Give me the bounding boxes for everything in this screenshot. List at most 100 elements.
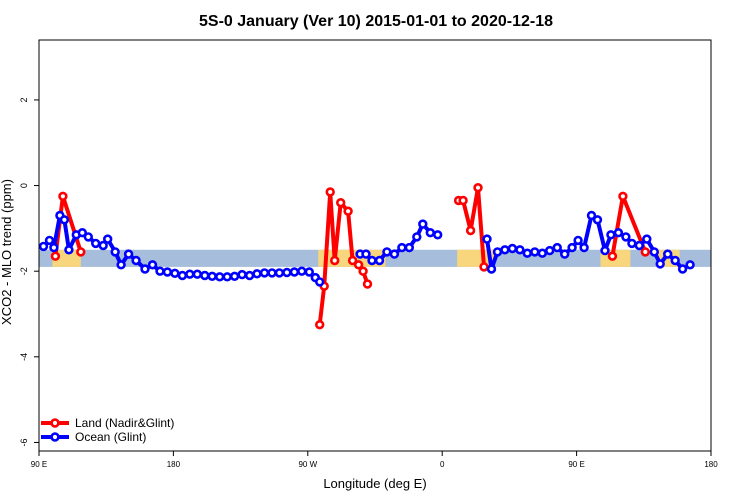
series-0-point-1-9 — [362, 279, 373, 289]
series-1-point-2-19 — [613, 228, 624, 238]
series-1-point-0-1 — [44, 235, 55, 246]
series-1-point-0-14 — [123, 249, 134, 259]
series-1-point-2-25 — [655, 259, 665, 269]
series-1-point-2-21 — [627, 238, 637, 249]
series-1-point-1-1 — [361, 249, 371, 259]
series-1-point-0-13 — [116, 260, 126, 270]
series-1-point-2-11 — [559, 249, 570, 259]
series-1-point-2-9 — [544, 245, 555, 256]
series-1-point-1-3 — [374, 255, 385, 266]
series-1-point-0-28 — [229, 271, 240, 281]
series-1-point-2-29 — [685, 260, 695, 270]
series-1-point-0-21 — [177, 270, 188, 281]
series-0-point-2-3 — [473, 183, 483, 193]
series-1-point-0-37 — [297, 266, 307, 276]
series-1-point-2-28 — [677, 264, 688, 274]
series-1-point-0-10 — [98, 240, 108, 251]
series-0-point-3-0 — [607, 251, 618, 261]
series-1-point-0-17 — [147, 260, 158, 270]
series-0-point-2-4 — [479, 262, 489, 272]
series-1-point-2-4 — [507, 243, 518, 254]
series-1-point-0-12 — [110, 247, 120, 257]
series-1-point-2-22 — [634, 240, 644, 251]
series-0-point-1-3 — [330, 255, 340, 266]
series-1-point-2-2 — [492, 247, 503, 257]
series-1-point-2-24 — [649, 247, 659, 257]
series-1-point-2-8 — [537, 248, 547, 258]
series-0-point-1-4 — [336, 198, 346, 208]
x-tick-label-3: 0 — [440, 460, 445, 469]
series-1-point-2-14 — [579, 242, 589, 253]
series-0-point-2-2 — [465, 225, 476, 236]
series-1-point-0-31 — [252, 269, 262, 279]
series-1-point-0-23 — [192, 269, 203, 279]
y-tick-label-4: -6 — [19, 438, 29, 446]
series-1-point-2-27 — [670, 255, 680, 266]
series-1-point-0-7 — [77, 228, 88, 238]
series-1-point-2-3 — [500, 245, 510, 255]
series-1-point-2-20 — [621, 232, 631, 242]
series-1-point-2-0 — [482, 234, 492, 244]
series-0-point-0-1 — [58, 191, 68, 202]
series-0-point-1-6 — [347, 255, 358, 266]
y-tick-label-2: -2 — [19, 267, 29, 275]
series-1-point-0-18 — [155, 266, 165, 276]
series-0-point-2-1 — [458, 195, 468, 206]
x-tick-label-0: 90 E — [31, 460, 47, 469]
series-1-point-0-0 — [38, 241, 49, 252]
series-1-point-1-5 — [389, 249, 400, 259]
series-0-point-1-7 — [353, 260, 364, 270]
series-1-point-0-9 — [90, 238, 101, 249]
series-1-point-0-22 — [185, 269, 195, 279]
series-0-point-3-1 — [618, 191, 628, 202]
series-layer — [38, 183, 695, 330]
series-1-point-0-25 — [207, 271, 217, 281]
series-0-point-1-5 — [343, 206, 353, 216]
series-1-point-0-4 — [59, 215, 70, 225]
series-0-point-0-2 — [76, 247, 86, 257]
legend-label-1: Ocean (Glint) — [75, 430, 146, 444]
series-1-point-1-11 — [433, 230, 443, 240]
series-1-point-0-11 — [102, 234, 113, 244]
series-1-point-0-19 — [162, 267, 173, 277]
series-1-point-0-36 — [289, 267, 300, 277]
plot-frame — [38, 39, 712, 452]
series-1-point-0-8 — [83, 232, 94, 242]
series-1-point-0-38 — [304, 267, 314, 277]
series-0-point-0-0 — [50, 251, 61, 261]
legend-marker-0 — [50, 418, 60, 428]
series-1-point-2-16 — [592, 215, 603, 225]
series-1-point-2-26 — [662, 249, 673, 259]
x-tick-label-4: 90 E — [568, 460, 584, 469]
series-1-point-0-20 — [170, 268, 180, 278]
series-1-point-0-40 — [315, 277, 325, 287]
legend-marker-1 — [50, 432, 60, 442]
series-1-point-0-2 — [49, 242, 59, 253]
series-1-point-2-17 — [600, 245, 610, 256]
series-0-point-3-2 — [640, 247, 650, 257]
series-1-point-0-26 — [215, 272, 225, 282]
chart-title: 5S-0 January (Ver 10) 2015-01-01 to 2020… — [199, 13, 553, 30]
legend: Land (Nadir&Glint)Ocean (Glint) — [41, 416, 174, 444]
series-1-point-0-34 — [274, 268, 285, 278]
series-1-point-1-7 — [404, 242, 414, 253]
series-1-point-0-24 — [200, 270, 210, 281]
series-1-point-2-10 — [552, 242, 562, 253]
series-1-point-0-5 — [64, 245, 74, 255]
series-1 — [38, 210, 695, 287]
y-axis: 2 0 -2 -4 -6 — [19, 97, 39, 446]
series-0-point-1-8 — [358, 266, 368, 276]
x-axis: 90 E 180 90 W 0 90 E 180 — [31, 451, 718, 469]
series-1-point-0-35 — [282, 267, 292, 278]
series-1-point-2-13 — [573, 235, 583, 246]
series-1-point-1-6 — [397, 242, 407, 253]
legend-label-0: Land (Nadir&Glint) — [75, 416, 174, 430]
series-1-point-1-4 — [382, 247, 392, 257]
series-1-point-0-16 — [140, 264, 150, 274]
series-1-point-2-5 — [515, 245, 525, 255]
series-1-point-2-15 — [586, 210, 597, 221]
series-1-point-0-15 — [131, 255, 141, 266]
x-axis-label: Longitude (deg E) — [323, 476, 426, 491]
series-1-point-1-10 — [425, 228, 435, 238]
series-1-point-2-18 — [606, 230, 616, 240]
